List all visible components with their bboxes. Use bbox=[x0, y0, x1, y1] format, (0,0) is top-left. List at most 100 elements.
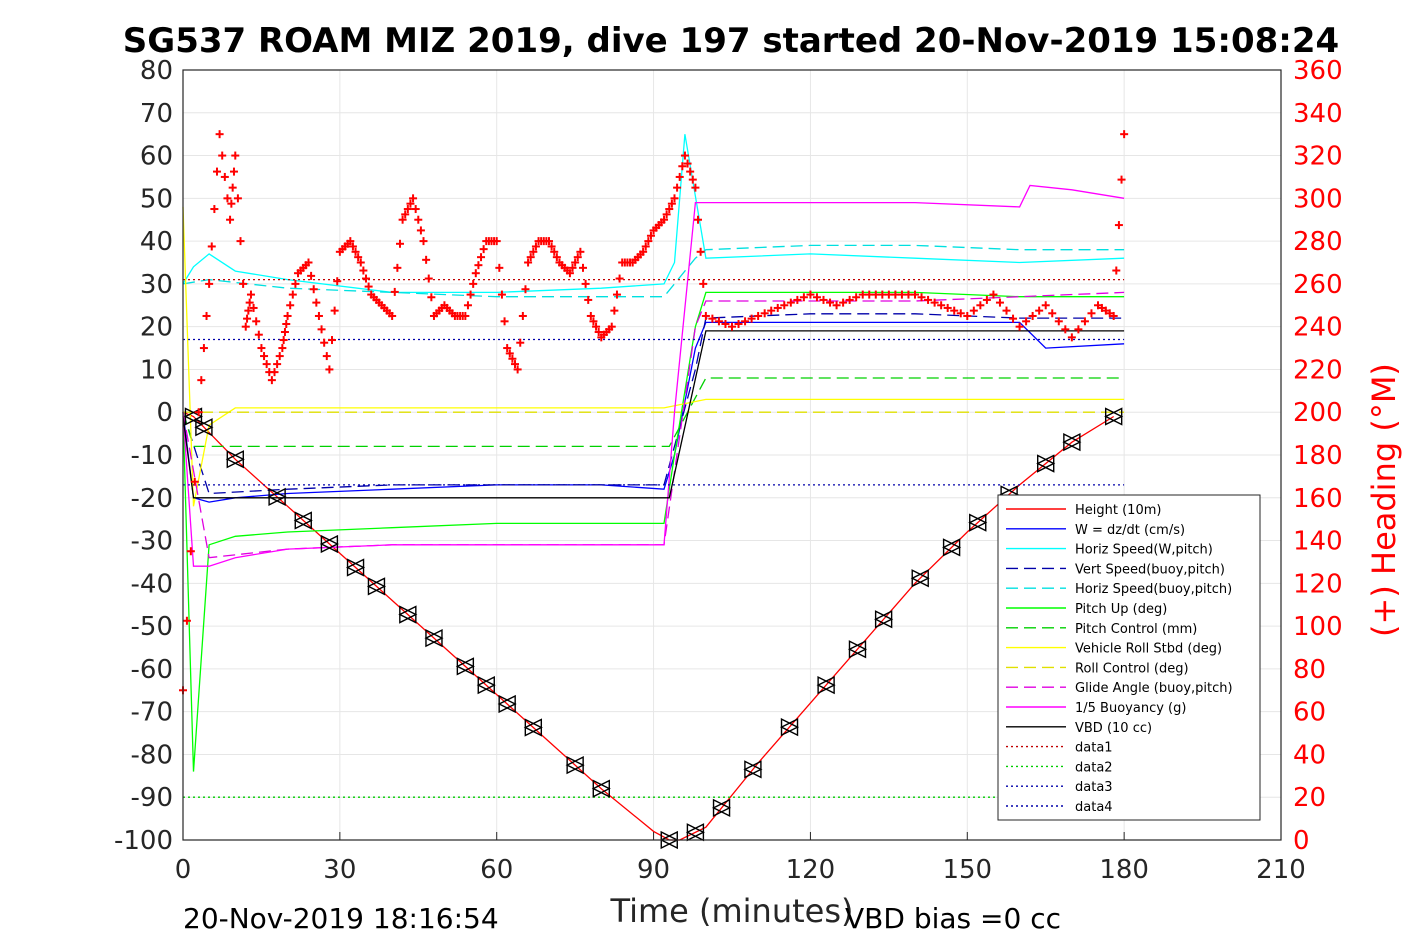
heading-point bbox=[307, 271, 316, 280]
legend-entry: data1 bbox=[1075, 741, 1113, 756]
heading-point bbox=[644, 237, 653, 246]
legend-entry: W = dz/dt (cm/s) bbox=[1075, 523, 1185, 538]
dive-marker bbox=[398, 605, 418, 624]
heading-point bbox=[683, 159, 692, 168]
x-axis-label: Time (minutes) bbox=[610, 892, 854, 930]
heading-point bbox=[273, 360, 282, 369]
legend-entry: Roll Control (deg) bbox=[1075, 661, 1189, 676]
heading-point bbox=[529, 247, 538, 256]
heading-point bbox=[419, 237, 428, 246]
heading-point bbox=[760, 309, 769, 318]
legend: Height (10m) W = dz/dt (cm/s) Horiz Speed(… bbox=[997, 494, 1261, 821]
heading-point bbox=[565, 269, 574, 278]
heading-point bbox=[223, 194, 232, 203]
x-tick-label: 120 bbox=[786, 855, 836, 885]
heading-point bbox=[799, 293, 808, 302]
dive-marker bbox=[711, 798, 732, 818]
heading-point bbox=[773, 303, 782, 312]
heading-point bbox=[406, 199, 415, 208]
heading-point bbox=[220, 172, 229, 181]
series-line-1 bbox=[182, 321, 1125, 503]
heading-point bbox=[592, 322, 601, 331]
heading-point bbox=[354, 253, 363, 262]
heading-point bbox=[976, 301, 985, 310]
heading-point bbox=[639, 247, 648, 256]
heading-series bbox=[179, 130, 1129, 695]
heading-point bbox=[212, 167, 221, 176]
series-line-11 bbox=[182, 330, 1125, 499]
heading-point bbox=[673, 183, 682, 192]
heading-point bbox=[202, 311, 211, 320]
legend-entry: Horiz Speed(buoy,pitch) bbox=[1075, 582, 1232, 597]
heading-point bbox=[227, 199, 236, 208]
heading-point bbox=[586, 311, 595, 320]
dive-marker bbox=[1104, 407, 1124, 426]
heading-point bbox=[1061, 325, 1070, 334]
heading-point bbox=[696, 247, 705, 256]
heading-point bbox=[584, 295, 593, 304]
series-line-10 bbox=[182, 184, 1125, 567]
y-tick-label: 10 bbox=[140, 355, 173, 385]
heading-point bbox=[665, 205, 674, 214]
legend-entry: Vehicle Roll Stbd (deg) bbox=[1075, 642, 1222, 657]
heading-point bbox=[516, 338, 525, 347]
y-tick-label: 40 bbox=[140, 227, 173, 257]
y-tick-label: -40 bbox=[131, 569, 173, 599]
heading-point bbox=[852, 293, 861, 302]
heading-point bbox=[734, 319, 743, 328]
dive-marker bbox=[225, 450, 245, 469]
right-tick-label: 20 bbox=[1293, 783, 1326, 813]
y-tick-label: 30 bbox=[140, 270, 173, 300]
series-line-6 bbox=[182, 377, 1125, 448]
heading-point bbox=[388, 311, 397, 320]
dive-marker bbox=[345, 558, 366, 577]
heading-point bbox=[401, 210, 410, 219]
heading-point bbox=[286, 301, 295, 310]
dive-marker bbox=[183, 407, 204, 426]
heading-point bbox=[249, 303, 258, 312]
heading-point bbox=[348, 242, 357, 251]
heading-point bbox=[806, 290, 815, 299]
heading-point bbox=[937, 301, 946, 310]
heading-point bbox=[243, 314, 252, 323]
dive-marker bbox=[455, 657, 475, 676]
heading-point bbox=[304, 258, 313, 267]
heading-point bbox=[207, 242, 216, 251]
heading-point bbox=[917, 293, 926, 302]
heading-point bbox=[701, 311, 710, 320]
heading-point bbox=[1054, 317, 1063, 326]
x-tick-label: 180 bbox=[1099, 855, 1149, 885]
heading-point bbox=[205, 279, 214, 288]
legend-entry: Vert Speed(buoy,pitch) bbox=[1075, 562, 1225, 577]
y-tick-label: -90 bbox=[131, 783, 173, 813]
heading-point bbox=[911, 290, 919, 299]
dive-marker bbox=[779, 717, 800, 737]
heading-point bbox=[1087, 309, 1096, 318]
legend-entry: 1/5 Buoyancy (g) bbox=[1075, 701, 1186, 716]
right-tick-label: 60 bbox=[1293, 698, 1326, 728]
heading-point bbox=[422, 255, 431, 264]
legend-entry: Pitch Up (deg) bbox=[1075, 602, 1167, 617]
dive-marker bbox=[968, 513, 988, 532]
dive-marker bbox=[565, 756, 585, 775]
heading-point bbox=[1048, 309, 1057, 318]
heading-point bbox=[190, 477, 199, 486]
heading-point bbox=[989, 290, 998, 299]
heading-point bbox=[826, 298, 835, 307]
heading-point bbox=[1028, 311, 1037, 320]
right-tick-label: 320 bbox=[1293, 142, 1343, 172]
legend-entry: data3 bbox=[1075, 780, 1113, 795]
heading-point bbox=[461, 311, 470, 320]
heading-point bbox=[309, 285, 318, 294]
heading-point bbox=[508, 354, 517, 363]
heading-point bbox=[741, 317, 750, 326]
x-tick-label: 60 bbox=[480, 855, 513, 885]
heading-point bbox=[505, 349, 514, 358]
heading-point bbox=[691, 183, 700, 192]
heading-point bbox=[699, 279, 708, 288]
heading-point bbox=[325, 365, 334, 374]
heading-point bbox=[1015, 322, 1024, 331]
heading-point bbox=[547, 242, 556, 251]
heading-point bbox=[359, 266, 368, 275]
